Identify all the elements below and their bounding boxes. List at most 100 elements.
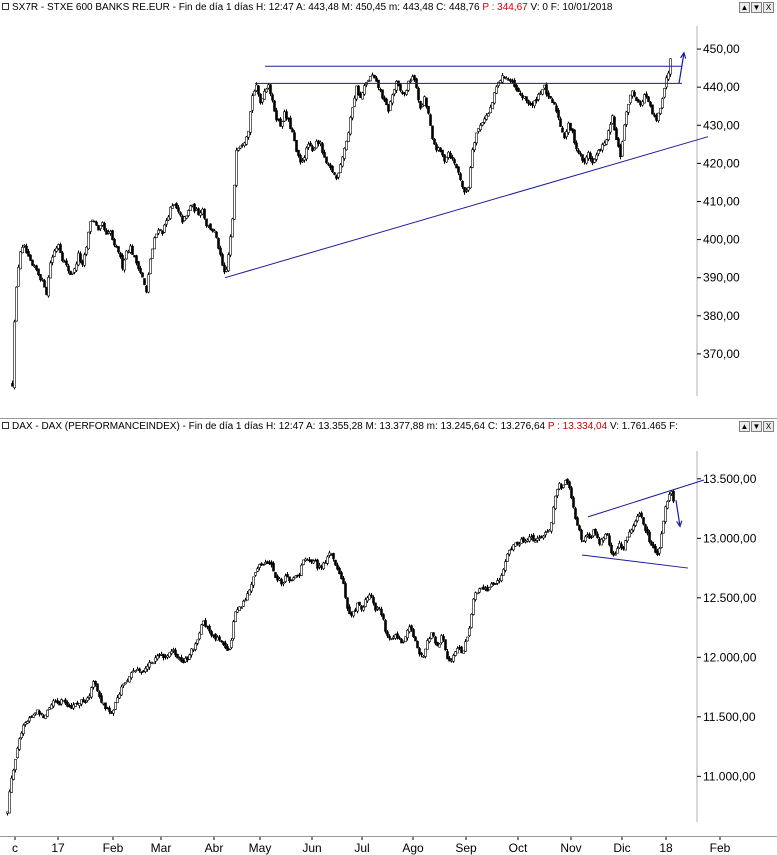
candle-body [89,221,92,232]
candle-body [243,142,246,146]
candle-body [497,81,500,86]
candle-body [321,143,324,153]
candle-body [122,683,125,686]
candle-body [505,77,508,80]
candle-body [551,99,554,103]
candle-body [396,633,399,638]
sx7r-low: m: 443,48 [388,2,434,13]
candle-body [525,96,528,101]
candle-body [663,88,666,98]
candle-body [231,218,234,238]
candle-body [163,224,166,233]
candle-body [151,248,154,259]
candle-body [293,132,296,142]
candle-body [399,84,402,91]
candle-body [588,533,591,539]
candle-body [249,111,252,133]
candle-body [245,136,248,145]
candle-body [118,693,121,699]
candle-body [449,152,452,158]
candle-body [334,559,337,566]
dax-header: DAX - DAX (PERFORMANCEINDEX) - Fin de dí… [0,419,777,435]
candle-body [659,107,662,114]
channel-lower [581,554,689,569]
candle-body [651,104,654,115]
candle-body [250,584,253,592]
candle-body [375,77,378,82]
candle-body [478,588,481,593]
candle-body [241,144,244,146]
candle-body [615,128,618,141]
candle-body [144,668,147,673]
candle-body [646,528,649,534]
close-button[interactable]: X [763,421,774,432]
candle-body [629,94,632,104]
candle-body [668,494,671,501]
candle-body [318,565,321,568]
candle-body [662,520,665,534]
candle-body [69,270,72,275]
candle-body [393,89,396,95]
candle-body [344,583,347,598]
candle-body [100,695,103,703]
candle-body [219,247,222,255]
scroll-up-button[interactable]: ▲ [739,2,750,13]
candle-body [488,587,491,591]
candle-body [363,85,366,95]
candle-body [593,158,596,163]
price-tick-label: 13.000,00 [703,531,757,545]
candle-body [602,537,605,541]
candle-body [131,246,134,255]
candle-body [561,127,564,133]
candle-body [234,611,237,623]
candle-body [106,707,109,710]
candle-body [85,246,88,255]
candle-body [347,132,350,142]
candle-body [381,89,384,99]
sx7r-date: F: 10/01/2018 [550,2,613,13]
candle-body [358,601,361,606]
candle-body [485,115,488,120]
candle-body [70,704,73,709]
candle-body [112,709,115,714]
candle-body [77,252,80,266]
candle-body [630,529,633,534]
candle-body [636,516,639,522]
candle-body [434,636,437,644]
candle-body [441,149,444,156]
candle-body [90,687,93,698]
candle-body [333,172,336,175]
scroll-up-button[interactable]: ▲ [739,421,750,432]
candle-body [276,575,279,581]
candle-body [116,697,119,704]
candle-body [315,141,318,149]
dax-hour: H: 12:47 [265,421,304,432]
scroll-down-button[interactable]: ▼ [751,2,762,13]
candle-body [208,625,211,632]
candle-body [182,659,185,663]
candle-body [514,542,517,547]
candle-body [198,632,201,640]
candle-body [452,655,455,662]
candle-body [331,166,334,172]
window-buttons: ▲ ▼ X [739,2,774,13]
candle-body [103,223,106,231]
candle-body [406,630,409,639]
candle-body [217,238,220,249]
candle-body [181,215,184,223]
close-button[interactable]: X [763,2,774,13]
candle-body [97,225,100,231]
candle-body [196,639,199,644]
candle-body [227,254,230,272]
candle-body [295,139,298,152]
candle-body [114,702,117,710]
candle-body [435,144,438,151]
candle-body [50,704,53,710]
candle-body [225,269,228,272]
scroll-down-button[interactable]: ▼ [751,421,762,432]
candle-body [427,105,430,114]
candle-body [555,105,558,112]
candle-body [577,149,580,153]
candle-body [575,142,578,150]
candle-body [649,101,652,107]
